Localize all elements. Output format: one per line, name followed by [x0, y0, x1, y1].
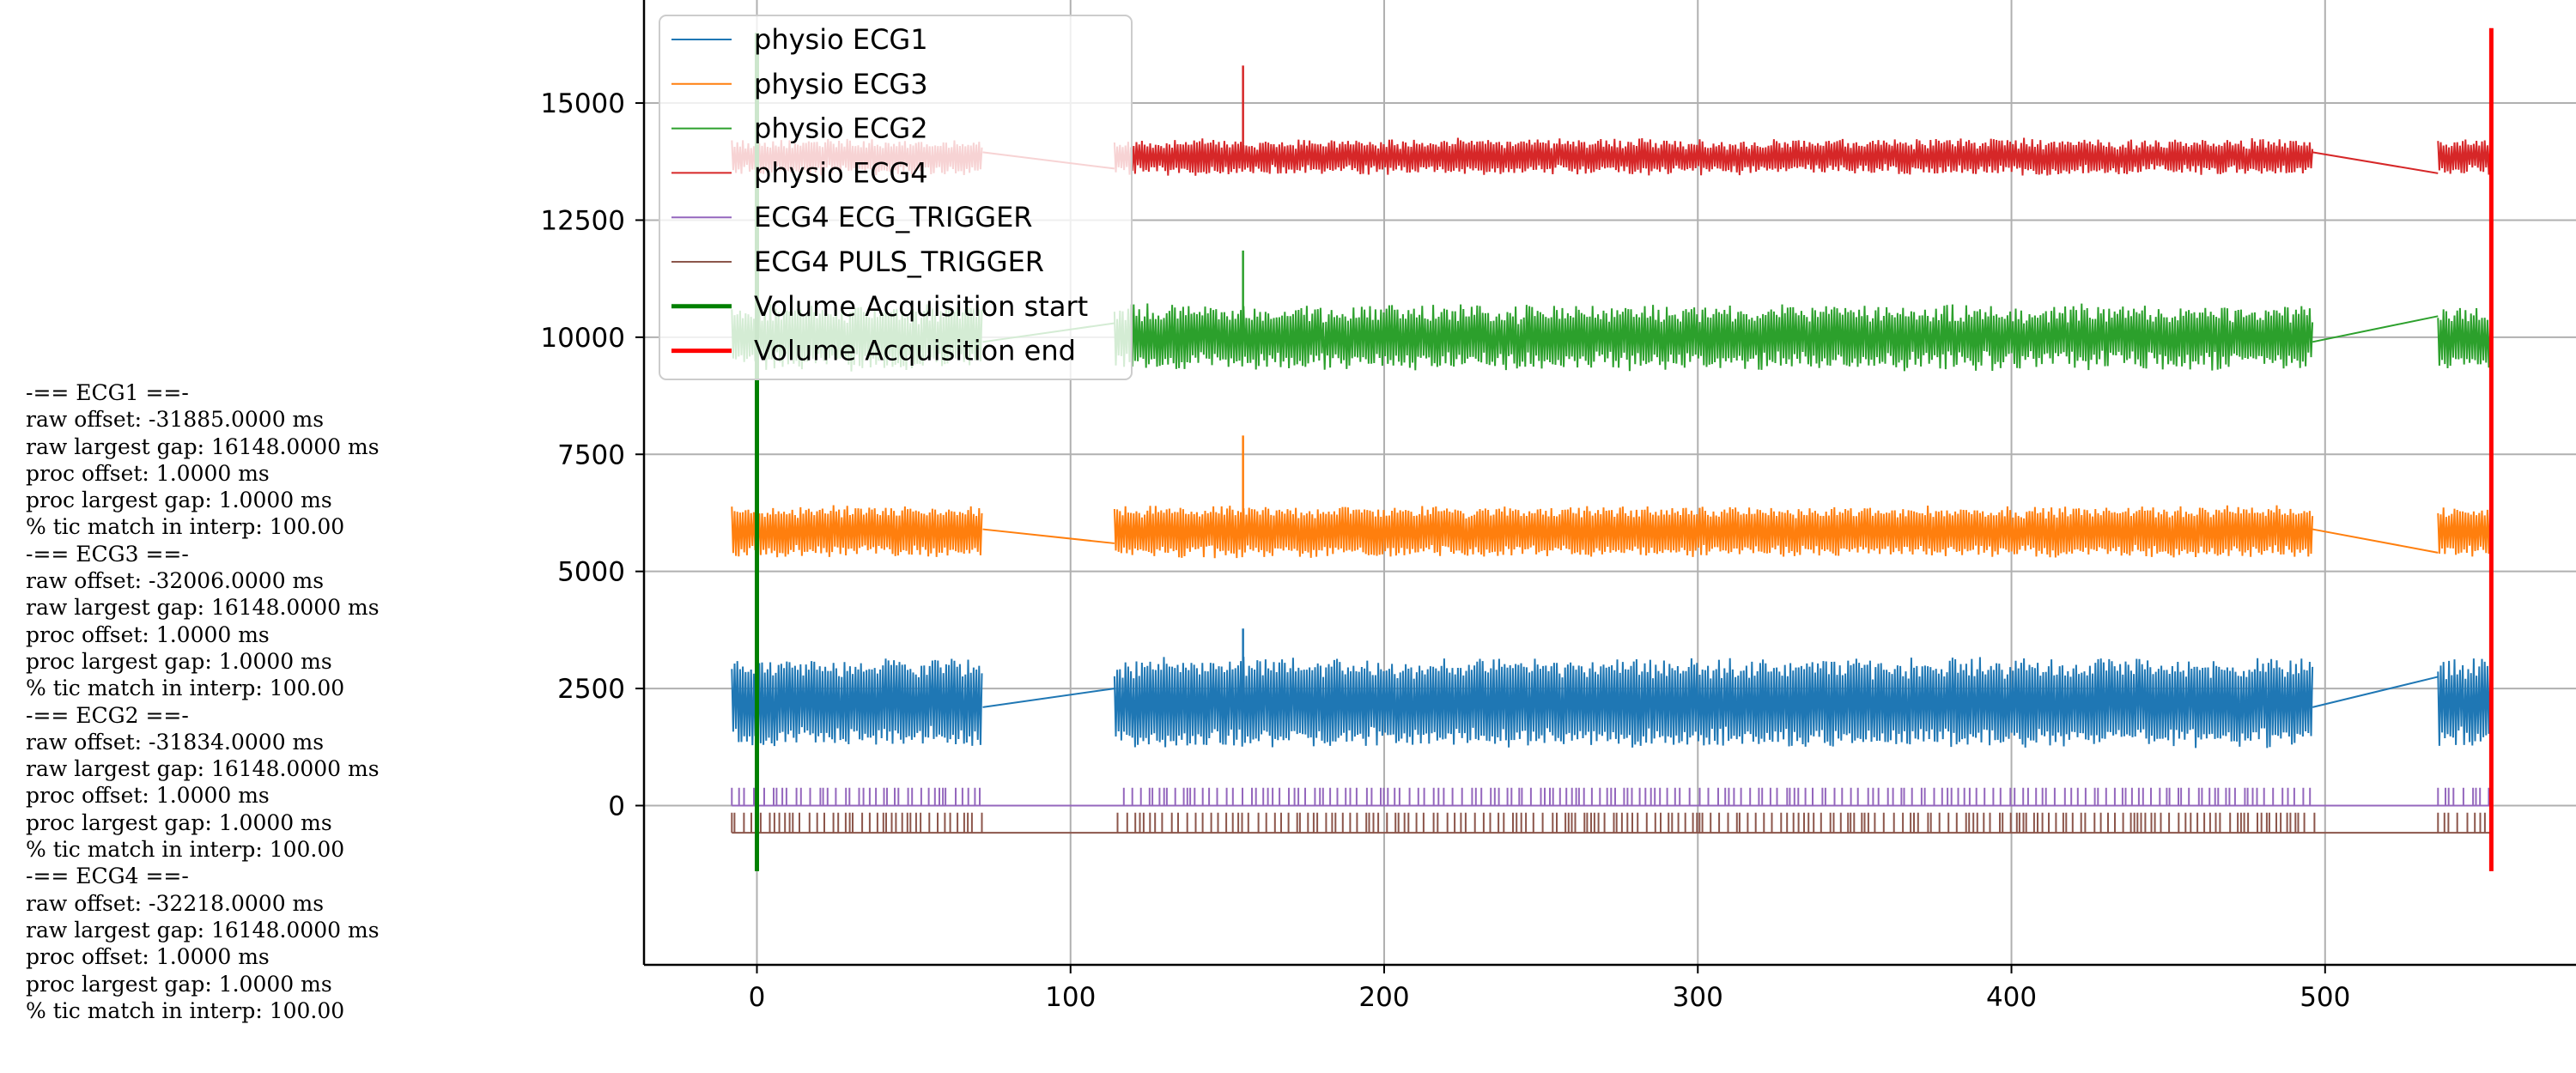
legend-box: [659, 15, 1133, 380]
gap-interpolation-line: [2312, 676, 2439, 708]
legend: physio ECG1 physio ECG3 physio ECG2 physio …: [659, 15, 1133, 380]
x-tick-label: 0: [749, 982, 766, 1013]
stats-line: raw offset: -32006.0000 ms: [26, 568, 325, 594]
ecg-trace: [731, 505, 2492, 559]
y-tick-label: 0: [608, 791, 625, 821]
stats-line: proc largest gap: 1.0000 ms: [26, 648, 332, 674]
stats-line: proc offset: 1.0000 ms: [26, 783, 270, 809]
x-tick-label: 300: [1673, 982, 1723, 1013]
x-tick-label: 100: [1045, 982, 1096, 1013]
legend-label: ECG4 PULS_TRIGGER: [754, 246, 1044, 278]
stats-line: % tic match in interp: 100.00: [26, 676, 345, 701]
stats-line: raw largest gap: 16148.0000 ms: [26, 595, 380, 621]
stats-line: proc largest gap: 1.0000 ms: [26, 488, 332, 513]
legend-label: physio ECG4: [754, 156, 928, 189]
series-ecg4-ecg-trigger: [731, 787, 2492, 807]
stats-line: raw offset: -31834.0000 ms: [26, 729, 325, 755]
y-tick-label: 15000: [540, 88, 625, 119]
legend-label: physio ECG1: [754, 23, 928, 56]
trigger-pulses: [731, 812, 2486, 834]
y-tick-label: 12500: [540, 205, 625, 236]
y-tick-label: 10000: [540, 323, 625, 354]
stats-line: proc largest gap: 1.0000 ms: [26, 971, 332, 997]
stats-line: % tic match in interp: 100.00: [26, 997, 345, 1023]
stats-line: raw offset: -31885.0000 ms: [26, 407, 325, 433]
y-tick-label: 2500: [557, 674, 625, 705]
legend-label: physio ECG3: [754, 68, 928, 100]
gap-interpolation-line: [982, 528, 1115, 544]
y-tick-label: 5000: [557, 557, 625, 588]
stats-line: raw largest gap: 16148.0000 ms: [26, 433, 380, 459]
stats-line: raw largest gap: 16148.0000 ms: [26, 756, 380, 782]
ecg-trace: [731, 657, 2492, 749]
stats-line: % tic match in interp: 100.00: [26, 514, 345, 540]
stats-line: -== ECG3 ==-: [26, 541, 189, 567]
stats-line: -== ECG2 ==-: [26, 702, 189, 728]
stats-line: -== ECG4 ==-: [26, 864, 189, 889]
series-physio-ecg1: [731, 628, 2492, 749]
legend-label: ECG4 ECG_TRIGGER: [754, 201, 1033, 233]
stats-line: proc offset: 1.0000 ms: [26, 621, 270, 647]
gap-interpolation-line: [2312, 528, 2439, 554]
gap-interpolation-line: [982, 688, 1115, 708]
series-physio-ecg3: [731, 435, 2492, 559]
stats-line: proc largest gap: 1.0000 ms: [26, 809, 332, 835]
stats-line: % tic match in interp: 100.00: [26, 837, 345, 863]
series-ecg4-puls-trigger: [731, 812, 2492, 834]
trigger-pulses: [731, 787, 2490, 806]
y-tick-label: 7500: [557, 440, 625, 470]
stats-line: proc offset: 1.0000 ms: [26, 944, 270, 970]
legend-label: Volume Acquisition start: [754, 290, 1088, 323]
x-tick-label: 500: [2300, 982, 2350, 1013]
legend-label: physio ECG2: [754, 112, 928, 145]
stats-line: raw offset: -32218.0000 ms: [26, 890, 325, 916]
x-tick-label: 200: [1358, 982, 1409, 1013]
stats-line: raw largest gap: 16148.0000 ms: [26, 917, 380, 943]
x-tick-label: 400: [1986, 982, 2037, 1013]
axes: 0 100 200 300 400 500025005000750010000125001…: [540, 0, 2576, 1013]
stats-text-block: -== ECG1 ==- raw offset: -31885.0000 ms ra…: [26, 379, 380, 1024]
gap-interpolation-line: [2312, 315, 2439, 343]
stats-line: -== ECG1 ==-: [26, 380, 189, 405]
legend-label: Volume Acquisition end: [754, 335, 1076, 367]
stats-line: proc offset: 1.0000 ms: [26, 460, 270, 486]
gap-interpolation-line: [2312, 151, 2439, 174]
